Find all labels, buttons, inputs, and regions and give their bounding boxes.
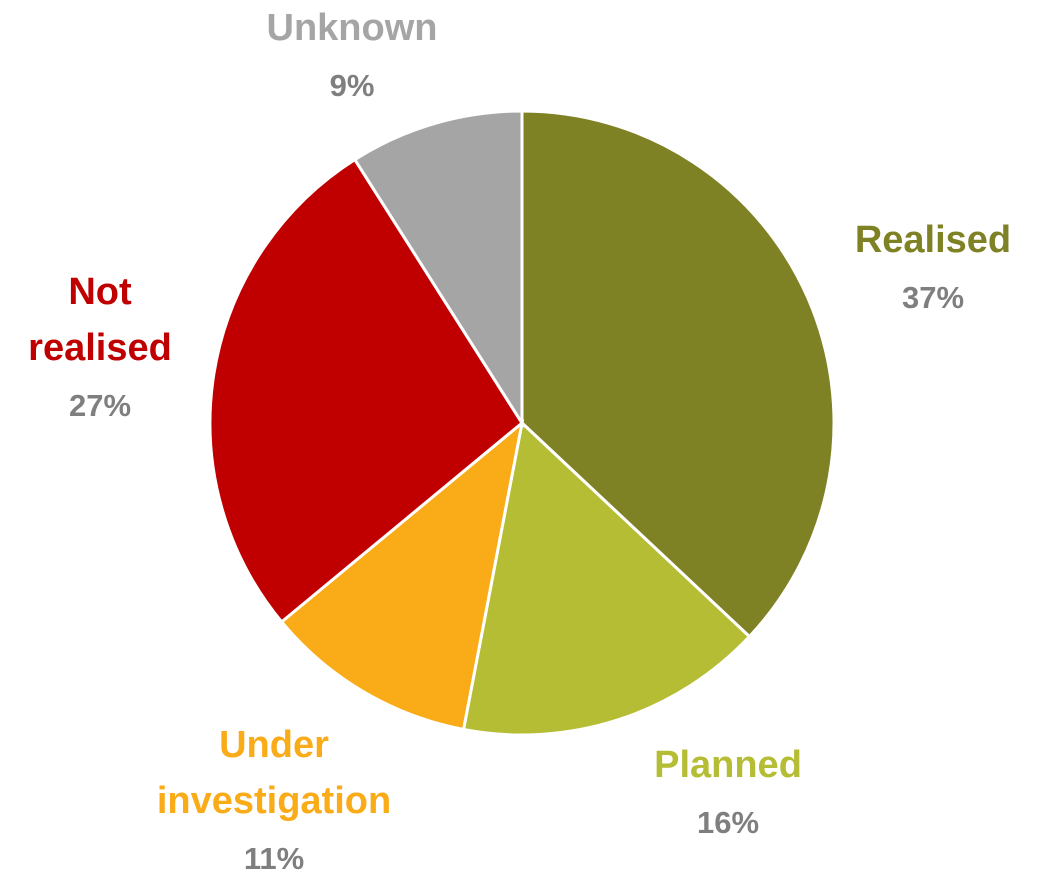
pie-slice [279,419,525,732]
slice-label: Planned 16% [598,737,858,853]
pie-slice [352,109,524,429]
value-label: 9% [329,68,375,103]
category-label: Not realised [28,271,172,369]
category-label: Realised [854,219,1012,261]
pie-slice [461,420,752,737]
category-label: Planned [654,744,802,786]
value-label: 27% [68,388,132,423]
slice-label: Under investigation 11% [114,717,434,872]
category-label: Under investigation [156,724,392,822]
category-label: Unknown [266,7,438,49]
pie-slice [208,157,524,624]
value-label: 37% [901,280,965,315]
slice-label: Unknown 9% [222,0,482,116]
slice-label: Not realised 27% [5,264,195,436]
pie-slice [520,109,836,639]
slice-label: Realised 37% [803,212,1038,328]
value-label: 11% [243,841,305,872]
value-label: 16% [696,805,760,840]
